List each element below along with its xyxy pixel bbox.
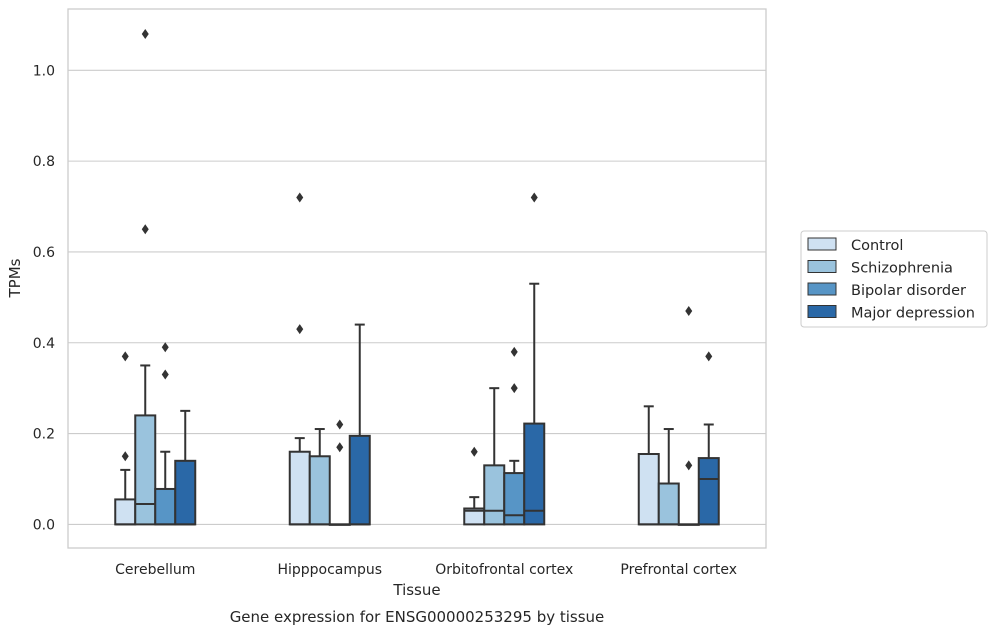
outlier-point (510, 346, 518, 357)
x-tick-label: Hipppocampus (277, 562, 382, 578)
box-bipolar-disorder (154, 342, 177, 526)
outlier-point (336, 442, 344, 453)
box-body (483, 464, 506, 526)
plot-frame (67, 8, 767, 549)
legend-swatch (807, 305, 837, 318)
y-axis-ticks: 0.0 0.2 0.4 0.6 0.8 1.0 (33, 63, 55, 533)
outlier-point (121, 451, 129, 462)
box-body (637, 453, 660, 526)
legend-frame (800, 230, 988, 328)
box-body (174, 459, 197, 526)
outlier-point (161, 342, 169, 353)
grid-lines (68, 69, 766, 525)
x-axis-ticks: Cerebellum Hipppocampus Orbitofrontal cort… (115, 562, 737, 578)
outlier-point (705, 351, 713, 362)
outlier-point (121, 351, 129, 362)
box-body (657, 482, 680, 526)
box-control (463, 446, 486, 526)
x-axis-title: Tissue (392, 581, 440, 599)
box-body (503, 472, 526, 526)
box-control (288, 192, 311, 526)
box-bipolar-disorder (328, 419, 351, 526)
box-major-depression (348, 323, 371, 526)
box-body (154, 487, 177, 526)
legend-swatch (807, 260, 837, 273)
outlier-point (141, 28, 149, 39)
box-body (134, 414, 157, 526)
x-tick-label: Orbitofrontal cortex (435, 562, 573, 578)
outlier-point (530, 192, 538, 203)
x-tick-label: Cerebellum (115, 562, 195, 578)
legend-label: Control (851, 238, 903, 254)
box-control (114, 351, 137, 526)
outlier-point (296, 324, 304, 335)
y-tick-label: 0.4 (33, 336, 55, 352)
box-schizophrenia (308, 428, 331, 526)
box-major-depression (174, 409, 197, 526)
box-groups (114, 28, 720, 526)
y-tick-label: 0.0 (33, 517, 55, 533)
box-body (308, 455, 331, 526)
box-body (523, 422, 546, 526)
legend: Control Schizophrenia Bipolar disorder Majo… (800, 230, 988, 328)
outlier-point (336, 419, 344, 430)
box-major-depression (697, 351, 720, 526)
y-tick-label: 1.0 (33, 63, 55, 79)
box-schizophrenia (483, 387, 506, 526)
outlier-point (510, 383, 518, 394)
outlier-point (296, 192, 304, 203)
legend-label: Major depression (851, 306, 975, 322)
box-body (697, 457, 720, 526)
box-major-depression (523, 192, 546, 526)
legend-swatch (807, 282, 837, 296)
y-tick-label: 0.2 (33, 427, 55, 443)
outlier-point (141, 224, 149, 235)
outlier-point (685, 460, 693, 471)
outlier-point (470, 446, 478, 457)
outlier-point (161, 369, 169, 380)
y-tick-label: 0.6 (33, 245, 55, 261)
outlier-point (685, 305, 693, 316)
box-control (637, 405, 660, 526)
box-schizophrenia (134, 28, 157, 526)
box-body (348, 434, 371, 526)
box-bipolar-disorder (677, 305, 700, 526)
box-bipolar-disorder (503, 346, 526, 526)
legend-label: Bipolar disorder (851, 283, 966, 299)
chart-caption: Gene expression for ENSG00000253295 by t… (230, 608, 605, 626)
box-body (288, 450, 311, 526)
legend-label: Schizophrenia (851, 261, 953, 277)
x-tick-label: Prefrontal cortex (620, 562, 737, 578)
y-axis-title: TPMs (6, 258, 24, 298)
y-tick-label: 0.8 (33, 154, 55, 170)
box-body (114, 498, 137, 526)
legend-swatch (807, 237, 837, 251)
box-schizophrenia (657, 428, 680, 526)
